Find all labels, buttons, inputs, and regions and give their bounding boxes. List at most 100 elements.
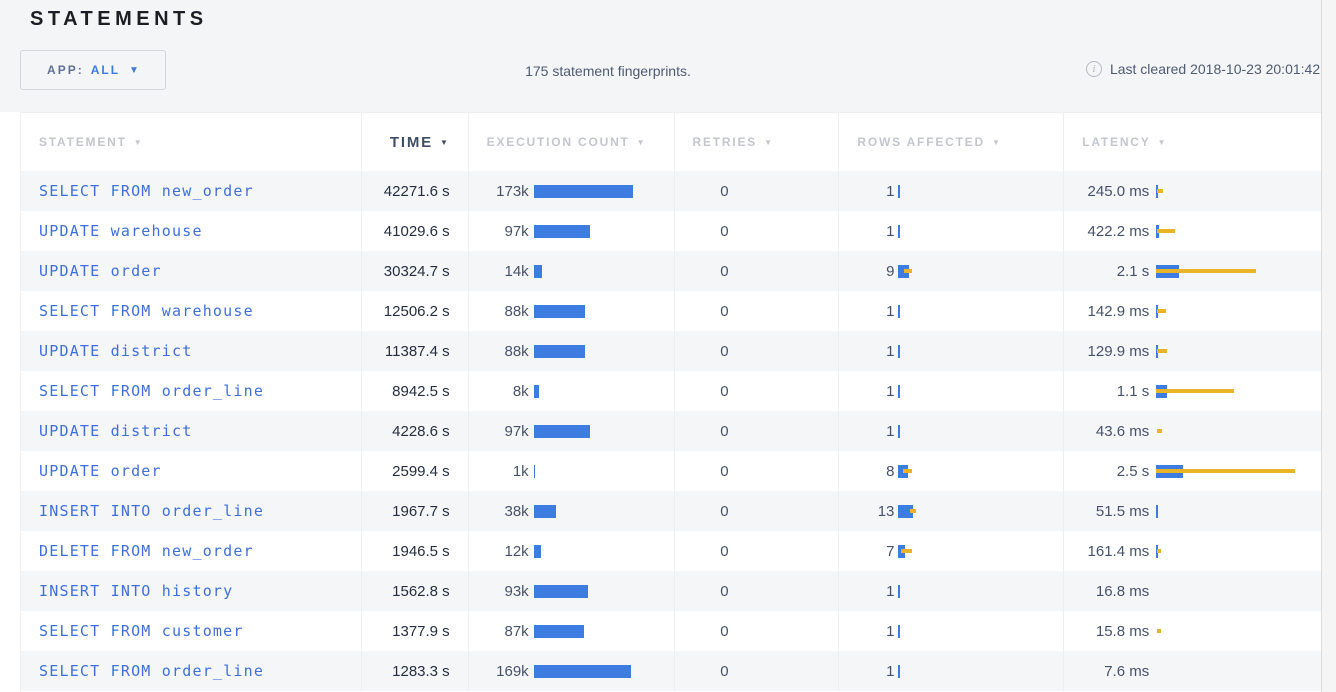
rows-affected-cell: 1 bbox=[838, 291, 1063, 331]
table-row: INSERT INTO history 1562.8 s 93k 0 1 16.… bbox=[21, 571, 1321, 611]
execution-count-bar-blue bbox=[533, 384, 539, 398]
column-header-latency[interactable]: LATENCY ▼ bbox=[1063, 113, 1321, 171]
latency-cell: 2.5 s bbox=[1063, 451, 1321, 491]
latency-value: 422.2 ms bbox=[1087, 222, 1150, 240]
latency-value: 16.8 ms bbox=[1095, 582, 1150, 600]
execution-count-bar-blue bbox=[533, 424, 590, 438]
execution-count-value: 88k bbox=[504, 342, 529, 360]
execution-count-value: 169k bbox=[496, 662, 529, 680]
rows-affected-bar bbox=[898, 211, 1063, 251]
execution-count-bar bbox=[533, 171, 674, 211]
statement-cell: UPDATE order bbox=[21, 451, 361, 491]
latency-cell: 1.1 s bbox=[1063, 371, 1321, 411]
rows-affected-cell: 1 bbox=[838, 211, 1063, 251]
latency-value: 161.4 ms bbox=[1087, 542, 1150, 560]
latency-cell: 15.8 ms bbox=[1063, 611, 1321, 651]
statement-link[interactable]: SELECT FROM order_line bbox=[39, 662, 265, 680]
retries-value: 0 bbox=[720, 382, 729, 400]
latency-value: 43.6 ms bbox=[1095, 422, 1150, 440]
table-row: UPDATE order 30324.7 s 14k 0 9 2.1 s bbox=[21, 251, 1321, 291]
retries-value: 0 bbox=[720, 182, 729, 200]
rows-affected-cell: 1 bbox=[838, 571, 1063, 611]
latency-bar-blue bbox=[1156, 504, 1159, 518]
rows-affected-bar-stddev bbox=[904, 269, 913, 273]
latency-bar bbox=[1156, 491, 1321, 531]
app-filter-dropdown[interactable]: APP: ALL ▼ bbox=[20, 50, 166, 90]
statement-link[interactable]: UPDATE warehouse bbox=[39, 222, 203, 240]
retries-value: 0 bbox=[720, 542, 729, 560]
execution-count-cell: 97k bbox=[467, 411, 674, 451]
latency-bar bbox=[1156, 171, 1321, 211]
rows-affected-value: 1 bbox=[886, 182, 895, 200]
latency-value: 1.1 s bbox=[1116, 382, 1150, 400]
table-row: SELECT FROM customer 1377.9 s 87k 0 1 15… bbox=[21, 611, 1321, 651]
retries-value: 0 bbox=[720, 622, 729, 640]
execution-count-bar-blue bbox=[533, 664, 631, 678]
rows-affected-value: 8 bbox=[886, 462, 895, 480]
column-header-retries[interactable]: RETRIES ▼ bbox=[673, 113, 839, 171]
rows-affected-value: 1 bbox=[886, 382, 895, 400]
execution-count-bar bbox=[533, 291, 674, 331]
time-cell: 1562.8 s bbox=[360, 571, 468, 611]
latency-cell: 422.2 ms bbox=[1063, 211, 1321, 251]
chevron-down-icon: ▼ bbox=[129, 64, 139, 76]
rows-affected-value: 13 bbox=[877, 502, 895, 520]
rows-affected-bar-stddev bbox=[910, 509, 917, 513]
statement-link[interactable]: SELECT FROM new_order bbox=[39, 182, 254, 200]
retries-cell: 0 bbox=[673, 571, 839, 611]
rows-affected-bar-blue bbox=[898, 264, 910, 278]
rows-affected-bar-blue bbox=[898, 344, 900, 358]
column-header-execution-count[interactable]: EXECUTION COUNT ▼ bbox=[467, 113, 674, 171]
retries-value: 0 bbox=[720, 462, 729, 480]
retries-value: 0 bbox=[720, 302, 729, 320]
rows-affected-cell: 8 bbox=[838, 451, 1063, 491]
statement-link[interactable]: SELECT FROM warehouse bbox=[39, 302, 254, 320]
statement-link[interactable]: UPDATE order bbox=[39, 262, 162, 280]
column-header-statement[interactable]: STATEMENT ▼ bbox=[39, 135, 144, 149]
app-filter-value: ALL bbox=[90, 63, 121, 77]
rows-affected-bar-blue bbox=[898, 224, 900, 238]
execution-count-bar-blue bbox=[533, 464, 536, 478]
statement-link[interactable]: INSERT INTO history bbox=[39, 582, 234, 600]
retries-value: 0 bbox=[720, 422, 729, 440]
retries-value: 0 bbox=[720, 502, 729, 520]
statement-link[interactable]: UPDATE order bbox=[39, 462, 162, 480]
statement-link[interactable]: UPDATE district bbox=[39, 342, 193, 360]
latency-bar-stddev bbox=[1156, 269, 1257, 273]
statement-link[interactable]: UPDATE district bbox=[39, 422, 193, 440]
retries-cell: 0 bbox=[673, 211, 839, 251]
info-icon[interactable]: i bbox=[1085, 61, 1102, 77]
execution-count-cell: 169k bbox=[467, 651, 674, 691]
execution-count-bar bbox=[533, 571, 674, 611]
execution-count-value: 1k bbox=[512, 462, 529, 480]
time-cell: 41029.6 s bbox=[360, 211, 468, 251]
retries-cell: 0 bbox=[673, 331, 839, 371]
page-title: STATEMENTS bbox=[30, 8, 208, 30]
latency-bar-stddev bbox=[1157, 549, 1162, 553]
latency-cell: 7.6 ms bbox=[1063, 651, 1321, 691]
latency-bar bbox=[1156, 611, 1321, 651]
rows-affected-bar bbox=[898, 651, 1063, 691]
rows-affected-cell: 9 bbox=[838, 251, 1063, 291]
execution-count-value: 38k bbox=[504, 502, 529, 520]
rows-affected-bar-blue bbox=[898, 384, 900, 398]
statement-cell: SELECT FROM warehouse bbox=[21, 291, 361, 331]
latency-bar-stddev bbox=[1156, 469, 1296, 473]
execution-count-cell: 14k bbox=[467, 251, 674, 291]
statement-link[interactable]: SELECT FROM customer bbox=[39, 622, 244, 640]
table-row: SELECT FROM new_order 42271.6 s 173k 0 1… bbox=[21, 171, 1321, 211]
latency-value: 142.9 ms bbox=[1087, 302, 1150, 320]
statement-link[interactable]: INSERT INTO order_line bbox=[39, 502, 265, 520]
last-cleared-status: i Last cleared 2018-10-23 20:01:42. bbox=[1085, 61, 1324, 77]
execution-count-value: 97k bbox=[504, 422, 529, 440]
rows-affected-value: 1 bbox=[886, 622, 895, 640]
statement-link[interactable]: SELECT FROM order_line bbox=[39, 382, 265, 400]
statement-cell: SELECT FROM customer bbox=[21, 611, 361, 651]
column-header-time[interactable]: TIME ▼ bbox=[360, 113, 468, 171]
statement-link[interactable]: DELETE FROM new_order bbox=[39, 542, 254, 560]
latency-cell: 2.1 s bbox=[1063, 251, 1321, 291]
scrollbar-track[interactable] bbox=[1321, 0, 1336, 692]
latency-cell: 142.9 ms bbox=[1063, 291, 1321, 331]
execution-count-bar-blue bbox=[533, 624, 584, 638]
column-header-rows-affected[interactable]: ROWS AFFECTED ▼ bbox=[838, 113, 1063, 171]
